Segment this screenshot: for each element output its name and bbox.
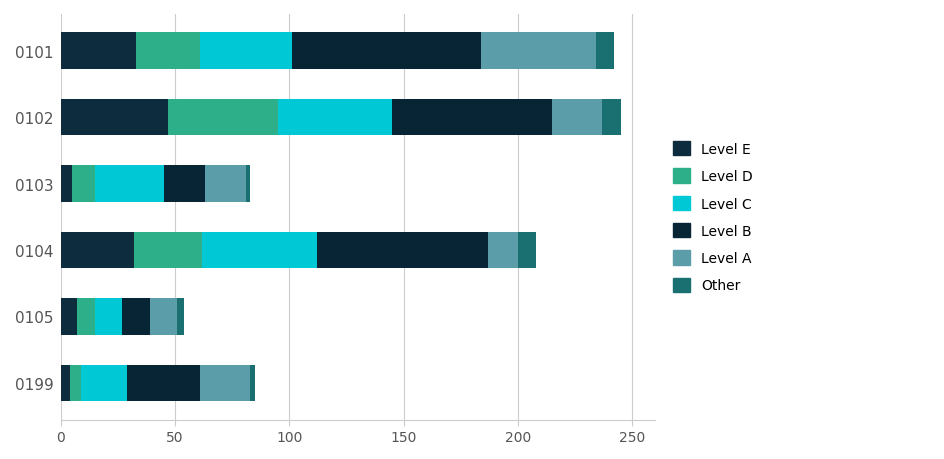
Bar [163, 166, 205, 202]
Bar [136, 34, 200, 70]
Bar [150, 298, 177, 335]
Bar [517, 232, 535, 269]
Bar [245, 166, 250, 202]
Bar [278, 100, 392, 136]
Bar [70, 365, 81, 401]
Bar [60, 34, 136, 70]
Bar [200, 365, 250, 401]
Bar [595, 34, 614, 70]
Bar [60, 100, 168, 136]
Bar [601, 100, 620, 136]
Bar [205, 166, 245, 202]
Bar [250, 365, 255, 401]
Bar [60, 166, 72, 202]
Bar [202, 232, 316, 269]
Bar [316, 232, 488, 269]
Bar [123, 298, 150, 335]
Bar [76, 298, 95, 335]
Bar [292, 34, 480, 70]
Bar [200, 34, 292, 70]
Bar [551, 100, 601, 136]
Bar [95, 166, 163, 202]
Legend: Level E, Level D, Level C, Level B, Level A, Other: Level E, Level D, Level C, Level B, Leve… [667, 136, 758, 298]
Bar [60, 298, 76, 335]
Bar [81, 365, 126, 401]
Bar [392, 100, 551, 136]
Bar [72, 166, 95, 202]
Bar [177, 298, 184, 335]
Bar [488, 232, 517, 269]
Bar [168, 100, 278, 136]
Bar [60, 365, 70, 401]
Bar [95, 298, 123, 335]
Bar [134, 232, 202, 269]
Bar [126, 365, 200, 401]
Bar [480, 34, 595, 70]
Bar [60, 232, 134, 269]
